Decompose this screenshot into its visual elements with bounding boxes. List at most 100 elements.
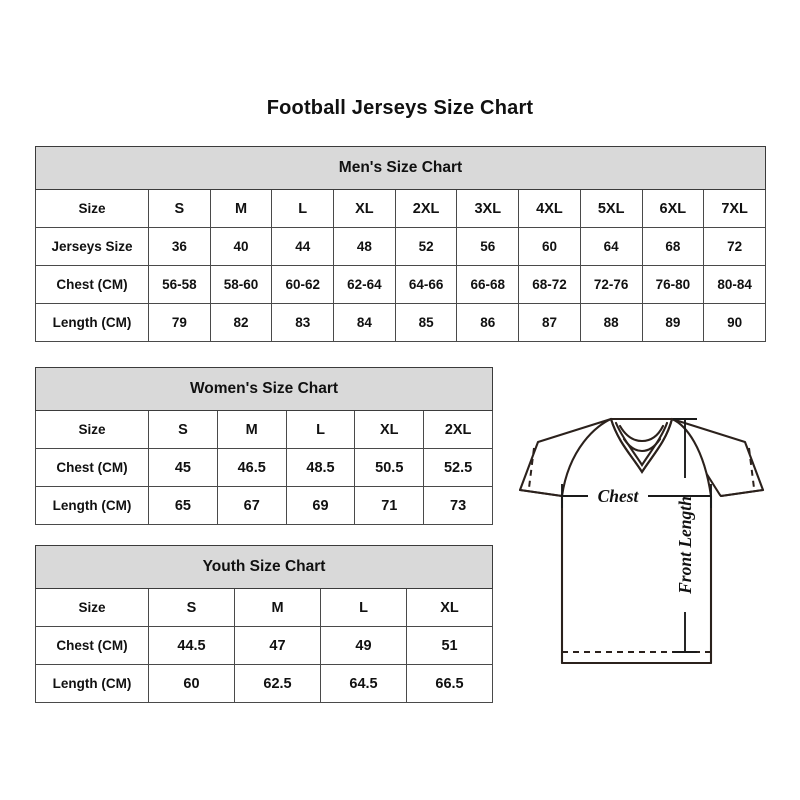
column-header-3xl: 3XL [456, 189, 520, 228]
row-label-length: Length (CM) [35, 303, 149, 342]
column-header-xl: XL [405, 588, 494, 627]
row-label-jerseys-size: Jerseys Size [35, 227, 149, 266]
column-header-m: M [209, 189, 273, 228]
cell-length-5xl: 88 [579, 303, 643, 342]
table-row: Chest (CM) 44.5 47 49 51 [35, 626, 494, 665]
cell-length-s: 65 [148, 486, 218, 525]
table-row: Length (CM) 79 82 83 84 85 86 87 88 89 9… [35, 303, 767, 342]
table-row: Jerseys Size 36 40 44 48 52 56 60 64 68 … [35, 227, 767, 266]
column-header-s: S [148, 588, 235, 627]
jersey-measurement-diagram: Chest Front Length [500, 398, 780, 698]
column-header-size: Size [35, 189, 149, 228]
mens-size-chart-table: Men's Size Chart Size S M L XL 2XL 3XL 4… [34, 146, 767, 342]
cell-length-xl: 66.5 [405, 664, 494, 703]
cell-chest-s: 45 [148, 448, 218, 487]
youth-size-chart-table: Youth Size Chart Size S M L XL Chest (CM… [34, 545, 494, 703]
cell-chest-2xl: 64-66 [394, 265, 458, 304]
table-caption-row: Men's Size Chart [34, 146, 767, 190]
cell-length-l: 83 [271, 303, 335, 342]
youth-table-caption: Youth Size Chart [34, 545, 494, 589]
cell-chest-2xl: 52.5 [423, 448, 494, 487]
cell-length-m: 82 [209, 303, 273, 342]
column-header-xl: XL [333, 189, 396, 228]
cell-chest-m: 58-60 [209, 265, 273, 304]
cell-jerseys-size-5xl: 64 [579, 227, 643, 266]
column-header-4xl: 4XL [518, 189, 581, 228]
mens-table-caption: Men's Size Chart [34, 146, 767, 190]
table-caption-row: Women's Size Chart [34, 367, 494, 411]
cell-chest-xl: 51 [405, 626, 494, 665]
table-row: Length (CM) 60 62.5 64.5 66.5 [35, 664, 494, 703]
chest-measure-label: Chest [598, 486, 640, 506]
cell-chest-s: 44.5 [148, 626, 235, 665]
cell-chest-7xl: 80-84 [703, 265, 767, 304]
cell-chest-l: 48.5 [285, 448, 356, 487]
cell-length-l: 64.5 [320, 664, 407, 703]
cell-jerseys-size-xl: 48 [333, 227, 396, 266]
table-header-row: Size S M L XL [35, 588, 494, 627]
table-row: Chest (CM) 56-58 58-60 60-62 62-64 64-66… [35, 265, 767, 304]
row-label-chest: Chest (CM) [35, 448, 149, 487]
column-header-l: L [320, 588, 407, 627]
column-header-6xl: 6XL [641, 189, 705, 228]
column-header-xl: XL [354, 410, 425, 449]
table-header-row: Size S M L XL 2XL 3XL 4XL 5XL 6XL 7XL [35, 189, 767, 228]
table-row: Length (CM) 65 67 69 71 73 [35, 486, 494, 525]
cell-chest-l: 49 [320, 626, 407, 665]
cell-jerseys-size-s: 36 [148, 227, 211, 266]
cell-chest-m: 46.5 [216, 448, 287, 487]
cell-length-6xl: 89 [641, 303, 705, 342]
cell-chest-m: 47 [234, 626, 321, 665]
cell-length-xl: 84 [333, 303, 396, 342]
cell-length-s: 79 [148, 303, 211, 342]
cell-jerseys-size-2xl: 52 [394, 227, 458, 266]
cell-length-7xl: 90 [703, 303, 767, 342]
cell-length-m: 67 [216, 486, 287, 525]
cell-chest-l: 60-62 [271, 265, 335, 304]
column-header-m: M [216, 410, 287, 449]
column-header-l: L [285, 410, 356, 449]
cell-length-xl: 71 [354, 486, 425, 525]
column-header-s: S [148, 410, 218, 449]
column-header-size: Size [35, 410, 149, 449]
cell-chest-6xl: 76-80 [641, 265, 705, 304]
row-label-length: Length (CM) [35, 664, 149, 703]
cell-jerseys-size-l: 44 [271, 227, 335, 266]
cell-length-3xl: 86 [456, 303, 520, 342]
cell-jerseys-size-7xl: 72 [703, 227, 767, 266]
cell-length-2xl: 85 [394, 303, 458, 342]
row-label-chest: Chest (CM) [35, 265, 149, 304]
table-caption-row: Youth Size Chart [34, 545, 494, 589]
row-label-length: Length (CM) [35, 486, 149, 525]
cell-length-2xl: 73 [423, 486, 494, 525]
womens-size-chart-table: Women's Size Chart Size S M L XL 2XL Che… [34, 367, 494, 525]
cell-jerseys-size-6xl: 68 [641, 227, 705, 266]
front-length-measure-label: Front Length [675, 496, 695, 595]
table-row: Chest (CM) 45 46.5 48.5 50.5 52.5 [35, 448, 494, 487]
cell-length-l: 69 [285, 486, 356, 525]
cell-chest-5xl: 72-76 [579, 265, 643, 304]
row-label-chest: Chest (CM) [35, 626, 149, 665]
cell-chest-xl: 50.5 [354, 448, 425, 487]
page-title: Football Jerseys Size Chart [266, 97, 534, 119]
table-header-row: Size S M L XL 2XL [35, 410, 494, 449]
cell-chest-s: 56-58 [148, 265, 211, 304]
cell-chest-xl: 62-64 [333, 265, 396, 304]
column-header-m: M [234, 588, 321, 627]
cell-jerseys-size-m: 40 [209, 227, 273, 266]
column-header-2xl: 2XL [423, 410, 494, 449]
cell-jerseys-size-3xl: 56 [456, 227, 520, 266]
column-header-l: L [271, 189, 335, 228]
cell-chest-4xl: 68-72 [518, 265, 581, 304]
cell-chest-3xl: 66-68 [456, 265, 520, 304]
womens-table-caption: Women's Size Chart [34, 367, 494, 411]
cell-length-m: 62.5 [234, 664, 321, 703]
column-header-2xl: 2XL [394, 189, 458, 228]
column-header-s: S [148, 189, 211, 228]
cell-jerseys-size-4xl: 60 [518, 227, 581, 266]
cell-length-s: 60 [148, 664, 235, 703]
cell-length-4xl: 87 [518, 303, 581, 342]
column-header-5xl: 5XL [579, 189, 643, 228]
column-header-7xl: 7XL [703, 189, 767, 228]
